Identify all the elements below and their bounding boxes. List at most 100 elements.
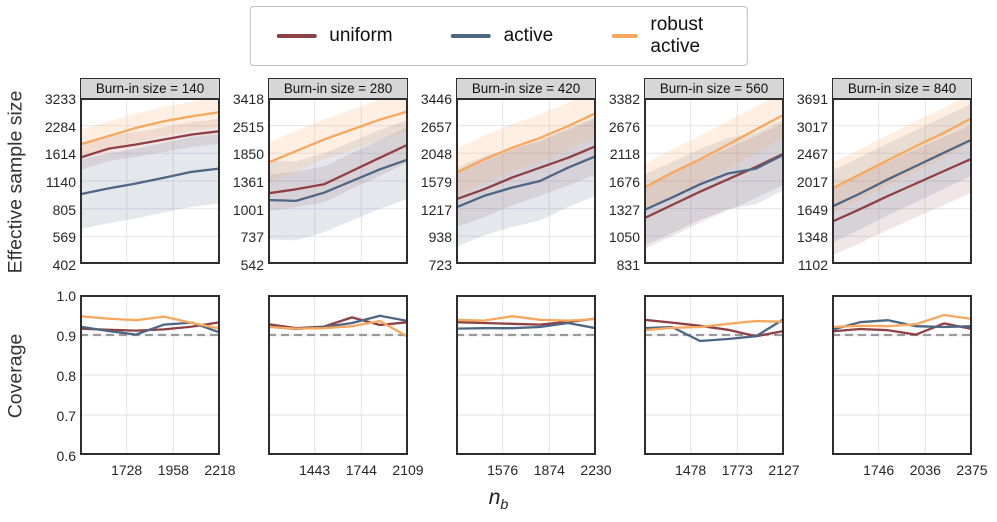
coverage-plot: [268, 295, 408, 455]
facet-column-1: Burn-in size = 140 1728 1958 2218: [80, 78, 236, 480]
facet-column-4: Burn-in size = 560 1478 1773 2127: [644, 78, 800, 480]
ess-ytick-label: 938: [428, 229, 452, 246]
ess-ytick-label: 1001: [232, 201, 264, 218]
ess-ytick-label: 569: [52, 229, 76, 246]
legend-item-uniform: uniform: [276, 25, 393, 47]
ess-ytick-label: 1102: [797, 257, 828, 273]
ess-ytick-label: 3446: [420, 91, 452, 107]
ess-ytick-label: 1140: [45, 174, 76, 190]
ess-ytick-label: 1579: [420, 174, 452, 190]
xlabel-subscript: b: [500, 497, 509, 514]
ess-ytick-label: 831: [616, 257, 640, 273]
ess-ytick-label: 3233: [44, 91, 76, 107]
ess-ytick-label: 2048: [420, 146, 452, 163]
row-gap: [644, 264, 784, 295]
xtick-label: 1744: [345, 462, 377, 478]
ess-ytick-label: 1850: [232, 146, 264, 163]
ess-ytick-label: 3691: [796, 91, 828, 107]
ess-plot: [644, 98, 784, 264]
legend: uniform active robust active: [249, 6, 748, 66]
x-axis-ticks: 1443 1744 2109: [268, 462, 424, 480]
facet-column-2: Burn-in size = 280 1443 1744 2109: [268, 78, 424, 480]
ess-ytick-label: 2118: [609, 146, 640, 163]
xtick-label: 1478: [675, 462, 707, 478]
xtick-label: 1746: [863, 462, 895, 478]
facet-title: Burn-in size = 840: [832, 78, 972, 99]
ess-ytick-label: 1348: [796, 229, 828, 246]
ylabel-effective-sample-size: Effective sample size: [4, 90, 27, 274]
row-gap: [80, 264, 220, 295]
ess-plot: [832, 98, 972, 264]
ess-ytick-label: 1217: [420, 201, 452, 218]
ess-ytick-label: 2515: [232, 118, 264, 135]
ess-plot: [268, 98, 408, 264]
ess-ytick-label: 1649: [796, 201, 828, 218]
ess-ytick-label: 3418: [232, 91, 264, 107]
ylabel-coverage: Coverage: [4, 333, 27, 419]
legend-swatch-active: [450, 34, 491, 38]
ess-ytick-label: 2657: [420, 118, 452, 135]
facet-title: Burn-in size = 280: [268, 78, 408, 99]
ess-ytick-label: 1050: [608, 229, 640, 246]
legend-swatch-robust-active: [611, 34, 638, 38]
facet-title: Burn-in size = 560: [644, 78, 784, 99]
xtick-label: 1874: [533, 462, 565, 478]
ess-ytick-label: 2284: [44, 118, 76, 135]
ess-ytick-label: 1327: [608, 201, 640, 218]
ess-ytick-label: 3017: [796, 118, 828, 135]
ess-ytick-label: 2467: [796, 146, 828, 163]
legend-item-robust-active: robust active: [611, 14, 721, 58]
ess-ytick-label: 805: [52, 201, 76, 218]
coverage-plot: [832, 295, 972, 455]
ess-ytick-label: 1361: [232, 174, 264, 190]
legend-swatch-uniform: [276, 34, 317, 38]
xtick-label: 1576: [487, 462, 519, 478]
legend-label-active: active: [503, 25, 554, 46]
xtick-label: 2218: [204, 462, 236, 478]
ess-ytick-label: 723: [428, 257, 452, 273]
x-axis-ticks: 1478 1773 2127: [644, 462, 800, 480]
ess-ytick-label: 737: [240, 229, 264, 246]
ess-ytick-label: 2017: [796, 174, 828, 190]
coverage-plot: [456, 295, 596, 455]
xtick-label: 1773: [721, 462, 753, 478]
xtick-label: 2230: [580, 462, 612, 478]
legend-label-robust-active: robust active: [650, 14, 704, 57]
legend-label-uniform: uniform: [329, 25, 393, 46]
coverage-ytick-label: 0.6: [56, 448, 76, 464]
coverage-ytick-label: 1.0: [56, 288, 76, 304]
facet-column-3: Burn-in size = 420 1576 1874 2230: [456, 78, 612, 480]
xlabel-base: n: [488, 486, 501, 509]
xtick-label: 2375: [956, 462, 988, 478]
coverage-ytick-label: 0.9: [56, 328, 76, 344]
xtick-label: 1728: [111, 462, 143, 478]
legend-item-active: active: [450, 25, 554, 47]
coverage-plot: [80, 295, 220, 455]
coverage-ytick-label: 0.7: [56, 408, 76, 424]
facet-title: Burn-in size = 420: [456, 78, 596, 99]
facet-title: Burn-in size = 140: [80, 78, 220, 99]
row-gap: [456, 264, 596, 295]
facet-column-5: Burn-in size = 840 1746 2036 2375: [832, 78, 988, 480]
x-axis-ticks: 1746 2036 2375: [832, 462, 988, 480]
xtick-label: 2127: [768, 462, 800, 478]
xtick-label: 2109: [392, 462, 424, 478]
ess-ytick-label: 402: [52, 257, 76, 273]
xtick-label: 2036: [909, 462, 941, 478]
ess-ytick-label: 3382: [608, 91, 640, 107]
x-axis-ticks: 1728 1958 2218: [80, 462, 236, 480]
ess-ytick-label: 1676: [608, 174, 640, 190]
ess-plot: [456, 98, 596, 264]
x-axis-ticks: 1576 1874 2230: [456, 462, 612, 480]
row-gap: [268, 264, 408, 295]
ess-ytick-label: 542: [240, 257, 264, 273]
ess-ytick-label: 2676: [608, 118, 640, 135]
ess-plot: [80, 98, 220, 264]
xlabel-nb: nb: [0, 486, 997, 513]
row-gap: [832, 264, 972, 295]
xtick-label: 1958: [157, 462, 189, 478]
coverage-plot: [644, 295, 784, 455]
xtick-label: 1443: [299, 462, 331, 478]
ess-ytick-label: 1614: [44, 146, 76, 163]
